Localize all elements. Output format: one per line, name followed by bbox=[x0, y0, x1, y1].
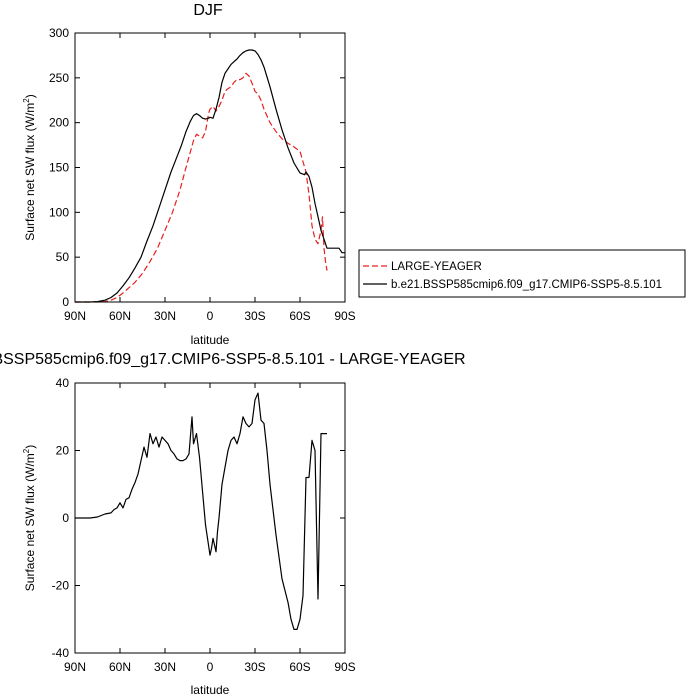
top-chart-y-axis-label: Surface net SW flux (W/m2) bbox=[22, 94, 37, 240]
series-line bbox=[75, 72, 328, 303]
y-tick-label: 100 bbox=[49, 205, 69, 219]
legend-label-large-yeager: LARGE-YEAGER bbox=[391, 261, 482, 273]
x-tick-label: 0 bbox=[207, 309, 214, 323]
bottom-chart-x-ticks: 90N 60N 30N 0 30S 60S 90S bbox=[64, 383, 356, 674]
top-chart-x-ticks: 90N 60N 30N 0 30S 60S 90S bbox=[64, 33, 356, 323]
y-tick-label: -40 bbox=[52, 646, 70, 660]
bottom-chart-y-ticks: -40 -20 0 20 40 bbox=[52, 376, 345, 660]
bottom-chart-y-axis-label: Surface net SW flux (W/m2) bbox=[22, 445, 37, 591]
y-tick-label: 40 bbox=[56, 376, 70, 390]
y-tick-label: 50 bbox=[56, 250, 70, 264]
y-tick-label: 200 bbox=[49, 116, 69, 130]
x-tick-label: 30N bbox=[154, 660, 176, 674]
y-tick-label: 300 bbox=[49, 26, 69, 40]
top-chart-x-axis-label: latitude bbox=[191, 333, 230, 347]
x-tick-label: 60N bbox=[109, 660, 131, 674]
y-tick-label: -20 bbox=[52, 579, 70, 593]
x-tick-label: 0 bbox=[207, 660, 214, 674]
y-tick-label: 0 bbox=[62, 295, 69, 309]
top-chart-y-ticks: 0 50 100 150 200 250 300 bbox=[49, 26, 345, 309]
x-tick-label: 30S bbox=[244, 660, 265, 674]
y-tick-label: 0 bbox=[62, 511, 69, 525]
top-chart-title: DJF bbox=[193, 2, 223, 19]
series-line bbox=[75, 49, 345, 303]
y-tick-label: 150 bbox=[49, 161, 69, 175]
bottom-chart-x-axis-label: latitude bbox=[191, 683, 230, 697]
legend-label-ssp585: b.e21.BSSP585cmip6.f09_g17.CMIP6-SSP5-8.… bbox=[391, 279, 662, 291]
x-tick-label: 30S bbox=[244, 309, 265, 323]
x-tick-label: 90S bbox=[334, 309, 355, 323]
legend-box bbox=[358, 249, 686, 298]
top-chart-series bbox=[75, 49, 345, 303]
bottom-chart: BSSP585cmip6.f09_g17.CMIP6-SSP5-8.5.101 … bbox=[0, 351, 466, 697]
top-chart-frame bbox=[74, 32, 346, 303]
legend: LARGE-YEAGER b.e21.BSSP585cmip6.f09_g17.… bbox=[358, 249, 686, 298]
x-tick-label: 90N bbox=[64, 660, 86, 674]
x-tick-label: 90S bbox=[334, 660, 355, 674]
x-tick-label: 90N bbox=[64, 309, 86, 323]
bottom-chart-series bbox=[75, 392, 327, 631]
x-tick-label: 60N bbox=[109, 309, 131, 323]
bottom-chart-title: BSSP585cmip6.f09_g17.CMIP6-SSP5-8.5.101 … bbox=[0, 351, 466, 368]
y-tick-label: 20 bbox=[56, 444, 70, 458]
x-tick-label: 30N bbox=[154, 309, 176, 323]
y-tick-label: 250 bbox=[49, 71, 69, 85]
x-tick-label: 60S bbox=[289, 309, 310, 323]
series-line bbox=[75, 392, 327, 631]
top-chart: DJF 90N 60N 30N 0 30S 60S 90S 0 50 100 150 200 250 3… bbox=[22, 2, 356, 347]
x-tick-label: 60S bbox=[289, 660, 310, 674]
